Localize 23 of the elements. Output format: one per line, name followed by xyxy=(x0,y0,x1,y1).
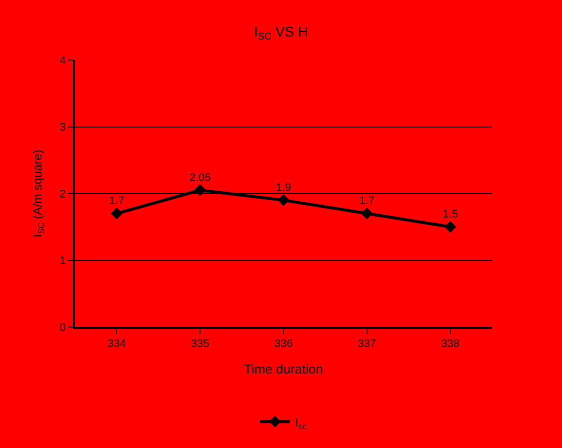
point xyxy=(194,184,206,196)
data-label: 2.05 xyxy=(189,172,211,184)
y-tick-label: 4 xyxy=(60,54,66,67)
point xyxy=(361,208,373,220)
data-label: 1.7 xyxy=(359,195,375,208)
x-tick-label: 334 xyxy=(108,338,126,350)
y-tick-label: 3 xyxy=(60,122,66,134)
x-tick-label: 337 xyxy=(358,338,376,350)
chart-title: I$_{SC}$ VS H xyxy=(254,24,308,43)
point xyxy=(278,194,290,206)
x-tick-label: 335 xyxy=(190,338,210,350)
x-tick-label: 336 xyxy=(274,338,293,350)
data-label: 1.9 xyxy=(276,182,292,194)
y-tick-label: 1 xyxy=(60,255,66,268)
x-tick-label: 338 xyxy=(441,338,460,350)
y-tick-label: 0 xyxy=(60,322,66,334)
legend-label: I$_{sc}$ xyxy=(295,415,307,431)
y-tick-label: 2 xyxy=(60,188,66,200)
data-label: 1.5 xyxy=(442,208,458,221)
point xyxy=(110,208,123,220)
x-axis-title: Time duration xyxy=(244,361,323,376)
data-label: 1.7 xyxy=(109,195,124,208)
point xyxy=(444,221,456,233)
